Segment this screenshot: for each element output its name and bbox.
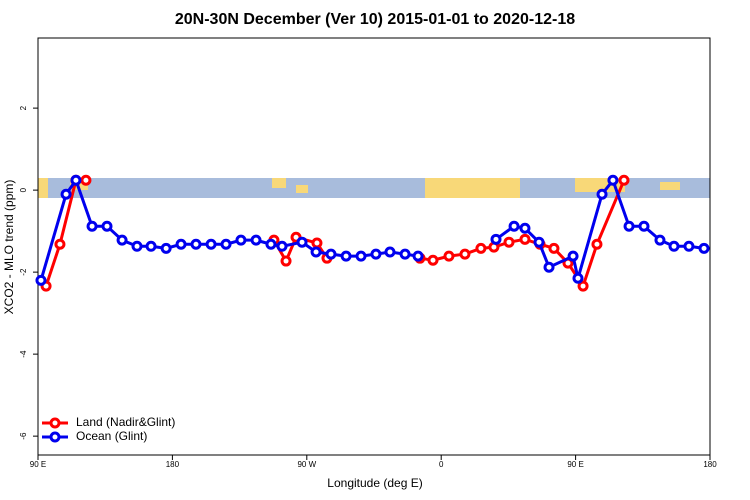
chart-title: 20N-30N December (Ver 10) 2015-01-01 to … <box>175 11 575 28</box>
x-tick-label: 90 E <box>30 460 46 469</box>
data-point <box>310 246 322 258</box>
y-tick-label: 0 <box>19 187 28 192</box>
data-point <box>519 222 531 234</box>
data-point <box>698 242 710 254</box>
legend-marker <box>49 417 61 429</box>
data-point <box>116 234 128 246</box>
data-point <box>235 234 247 246</box>
data-point <box>567 250 579 262</box>
data-point <box>683 240 695 252</box>
y-tick-label: -4 <box>19 350 28 358</box>
data-point <box>668 240 680 252</box>
y-axis-label: XCO2 - MLO trend (ppm) <box>2 180 16 315</box>
data-point <box>190 238 202 250</box>
data-point <box>145 240 157 252</box>
data-point <box>607 174 619 186</box>
data-point <box>533 236 545 248</box>
data-point <box>80 174 92 186</box>
data-point <box>54 238 66 250</box>
map-band <box>38 178 710 198</box>
legend-marker <box>49 431 61 443</box>
data-point <box>577 280 589 292</box>
data-point <box>296 236 308 248</box>
data-point <box>543 261 555 273</box>
data-point <box>70 174 82 186</box>
plot-frame <box>37 37 711 456</box>
x-tick-label: 180 <box>166 460 180 469</box>
data-point <box>427 254 439 266</box>
data-point <box>340 250 352 262</box>
data-point <box>591 238 603 250</box>
data-point <box>160 242 172 254</box>
data-point <box>220 238 232 250</box>
data-point <box>131 240 143 252</box>
data-point <box>370 248 382 260</box>
data-point <box>205 238 217 250</box>
data-point <box>572 272 584 284</box>
data-point <box>503 236 515 248</box>
data-point <box>596 188 608 200</box>
data-point <box>654 234 666 246</box>
data-point <box>276 240 288 252</box>
data-point <box>475 242 487 254</box>
data-point <box>265 238 277 250</box>
x-axis-label: Longitude (deg E) <box>327 476 422 490</box>
data-point <box>548 242 560 254</box>
data-point <box>60 188 72 200</box>
data-point <box>35 274 47 286</box>
data-point <box>618 174 630 186</box>
x-tick-label: 90 W <box>297 460 316 469</box>
legend-label: Ocean (Glint) <box>76 429 147 443</box>
data-point <box>490 233 502 245</box>
y-tick-label: -6 <box>19 432 28 440</box>
data-point <box>508 220 520 232</box>
data-point <box>355 250 367 262</box>
data-point <box>459 248 471 260</box>
data-point <box>399 248 411 260</box>
data-point <box>623 220 635 232</box>
x-tick-label: 90 E <box>567 460 583 469</box>
x-tick-label: 0 <box>439 460 444 469</box>
data-point <box>250 234 262 246</box>
y-tick-label: 2 <box>19 105 28 110</box>
y-tick-label: -2 <box>19 268 28 276</box>
legend-label: Land (Nadir&Glint) <box>76 415 175 429</box>
data-point <box>280 255 292 267</box>
data-point <box>443 250 455 262</box>
x-tick-label: 180 <box>703 460 717 469</box>
data-point <box>638 220 650 232</box>
data-point <box>384 246 396 258</box>
data-point <box>325 248 337 260</box>
data-point <box>412 250 424 262</box>
data-point <box>311 237 323 249</box>
data-point <box>101 220 113 232</box>
data-point <box>86 220 98 232</box>
data-point <box>175 238 187 250</box>
data-point <box>519 233 531 245</box>
